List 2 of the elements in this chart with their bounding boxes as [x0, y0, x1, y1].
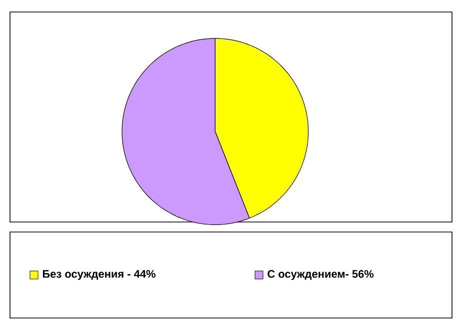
- legend-label: Без осуждения - 44%: [42, 270, 156, 280]
- legend-label: С осуждением- 56%: [268, 270, 374, 280]
